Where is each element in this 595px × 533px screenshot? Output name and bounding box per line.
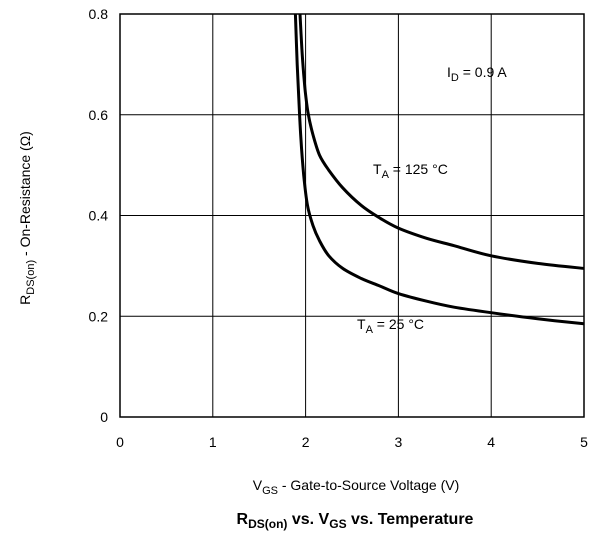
x-tick-label: 3	[395, 434, 403, 450]
y-tick-label: 0.6	[89, 107, 109, 123]
curve-125c	[298, 13, 585, 270]
chart-title: RDS(on) vs. VGS vs. Temperature	[237, 511, 474, 531]
y-axis-label: RDS(on) - On-Resistance (Ω)	[17, 131, 37, 305]
grid-lines	[120, 14, 584, 417]
curve-layer	[293, 13, 585, 326]
curve-25c	[293, 13, 585, 326]
annotation-25c: TA = 25 °C	[357, 316, 424, 336]
y-tick-label: 0.8	[89, 6, 109, 22]
y-tick-label: 0	[100, 409, 108, 425]
plot-frame	[119, 13, 585, 418]
annotation-125c: TA = 125 °C	[373, 161, 448, 181]
x-tick-label: 2	[302, 434, 310, 450]
annotation-drain-current: ID = 0.9 A	[447, 64, 507, 84]
x-axis-label: VGS - Gate-to-Source Voltage (V)	[253, 477, 460, 497]
x-tick-label: 1	[209, 434, 217, 450]
x-tick-label: 5	[580, 434, 588, 450]
y-tick-label: 0.2	[89, 308, 109, 324]
y-tick-labels: 0 0.2 0.4 0.6 0.8	[89, 6, 109, 425]
y-tick-label: 0.4	[89, 208, 109, 224]
x-tick-label: 0	[116, 434, 124, 450]
x-tick-label: 4	[487, 434, 495, 450]
x-tick-labels: 0 1 2 3 4 5	[116, 434, 588, 450]
